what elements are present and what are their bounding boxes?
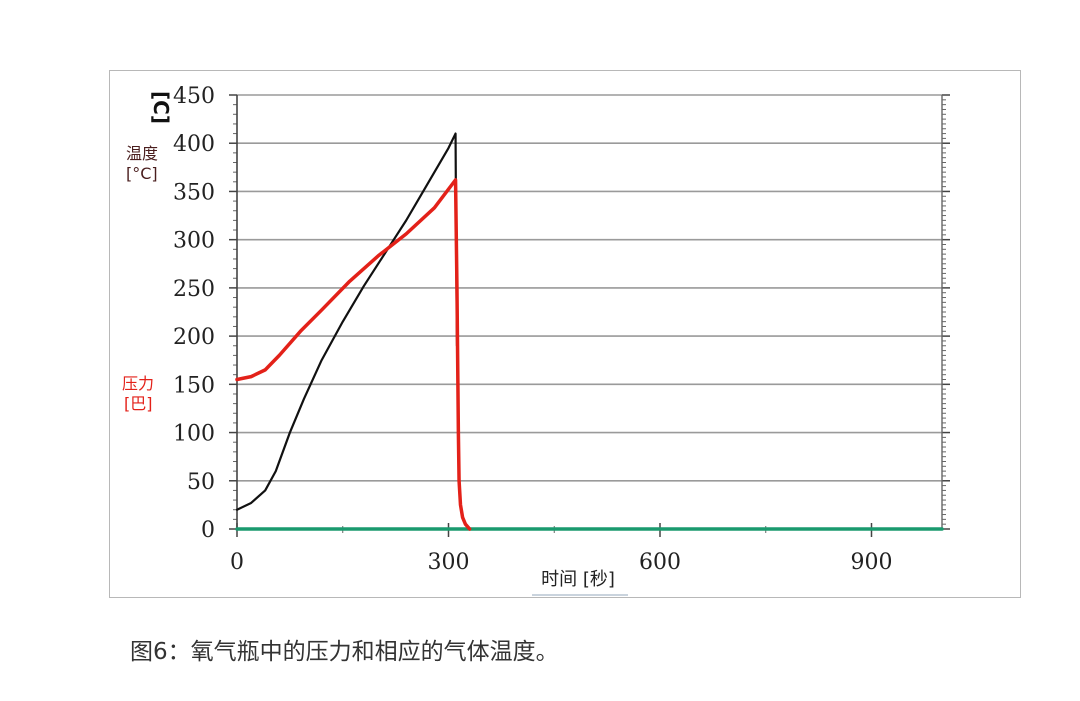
temperature-unit: [°C]	[126, 164, 158, 183]
series-layer	[235, 132, 944, 531]
x-tick-label: 900	[851, 550, 893, 575]
y-tick-label: 150	[173, 373, 215, 398]
figure-frame: 0 50 100 150 200 250 300 350 400 450 0 300 600 900 [C…	[109, 70, 1021, 598]
figure-caption: 图6：氧气瓶中的压力和相应的气体温度。	[130, 639, 559, 665]
axes	[229, 94, 950, 537]
minor-ticks	[233, 99, 946, 533]
tick-labels: 0 50 100 150 200 250 300 350 400 450 0 300 600 900	[173, 84, 893, 575]
y-tick-label: 400	[173, 132, 215, 157]
x-axis-title: 时间 [秒]	[541, 569, 615, 590]
y-tick-label: 100	[173, 422, 215, 447]
y-tick-label: 300	[173, 229, 215, 254]
y-tick-label: 0	[201, 518, 215, 543]
grid-layer	[237, 94, 942, 482]
y-unit-label: [C]	[149, 91, 173, 124]
y-tick-label: 200	[173, 325, 215, 350]
temperature-series-line	[235, 132, 459, 511]
pressure-label: 压力	[122, 374, 154, 393]
pressure-unit: [巴]	[124, 394, 153, 413]
y-tick-label: 250	[173, 277, 215, 302]
y-tick-label: 350	[173, 180, 215, 205]
temperature-label: 温度	[126, 144, 158, 163]
x-tick-label: 600	[639, 550, 681, 575]
x-tick-label: 0	[230, 550, 244, 575]
chart: 0 50 100 150 200 250 300 350 400 450 0 300 600 900 [C…	[122, 84, 950, 596]
y-tick-label: 50	[187, 470, 215, 495]
x-tick-label: 300	[428, 550, 470, 575]
y-tick-label: 450	[173, 84, 215, 109]
pressure-series-line	[235, 178, 472, 531]
